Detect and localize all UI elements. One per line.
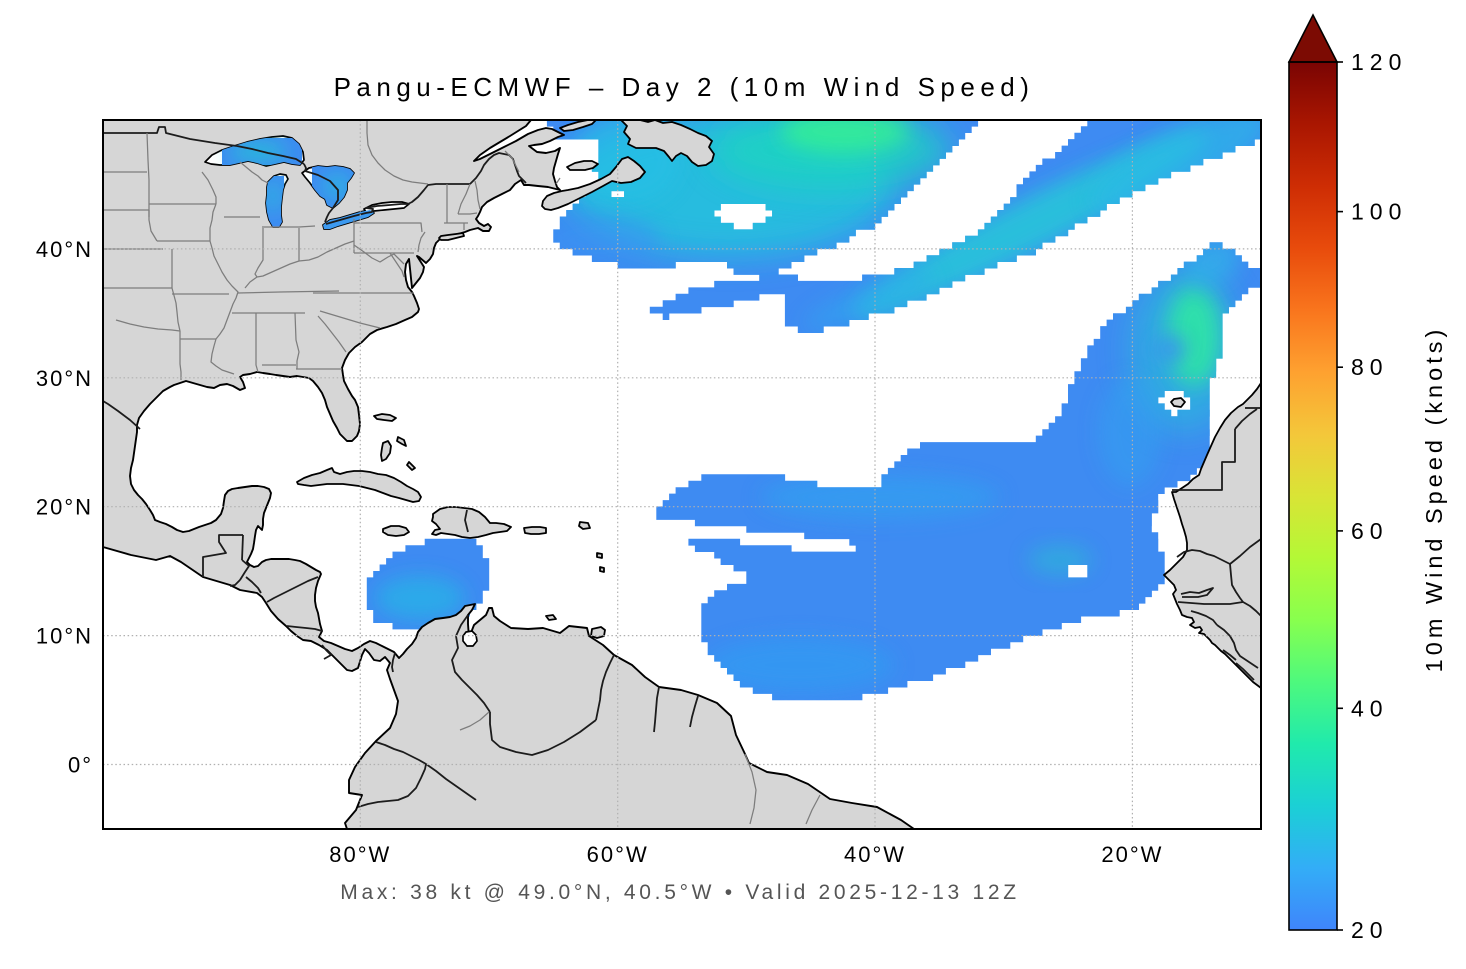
svg-text:20: 20 xyxy=(1351,917,1389,943)
svg-text:10°N: 10°N xyxy=(36,624,93,649)
svg-text:Pangu-ECMWF – Day 2 (10m Wind: Pangu-ECMWF – Day 2 (10m Wind Speed) xyxy=(334,72,1035,102)
svg-text:40: 40 xyxy=(1351,695,1389,721)
svg-text:60°W: 60°W xyxy=(587,842,649,867)
svg-text:20°N: 20°N xyxy=(36,495,93,520)
svg-text:80: 80 xyxy=(1351,354,1389,380)
svg-text:0°: 0° xyxy=(68,753,93,778)
svg-text:20°W: 20°W xyxy=(1101,842,1163,867)
svg-text:80°W: 80°W xyxy=(329,842,391,867)
svg-text:10m Wind Speed (knots): 10m Wind Speed (knots) xyxy=(1421,326,1447,673)
svg-text:100: 100 xyxy=(1351,199,1407,225)
svg-text:120: 120 xyxy=(1351,49,1407,75)
svg-text:30°N: 30°N xyxy=(36,366,93,391)
svg-text:40°N: 40°N xyxy=(36,237,93,262)
svg-text:60: 60 xyxy=(1351,518,1389,544)
svg-text:40°W: 40°W xyxy=(844,842,906,867)
svg-text:Max: 38 kt @ 49.0°N, 40.5°W •: Max: 38 kt @ 49.0°N, 40.5°W • Valid 2025… xyxy=(340,881,1019,904)
